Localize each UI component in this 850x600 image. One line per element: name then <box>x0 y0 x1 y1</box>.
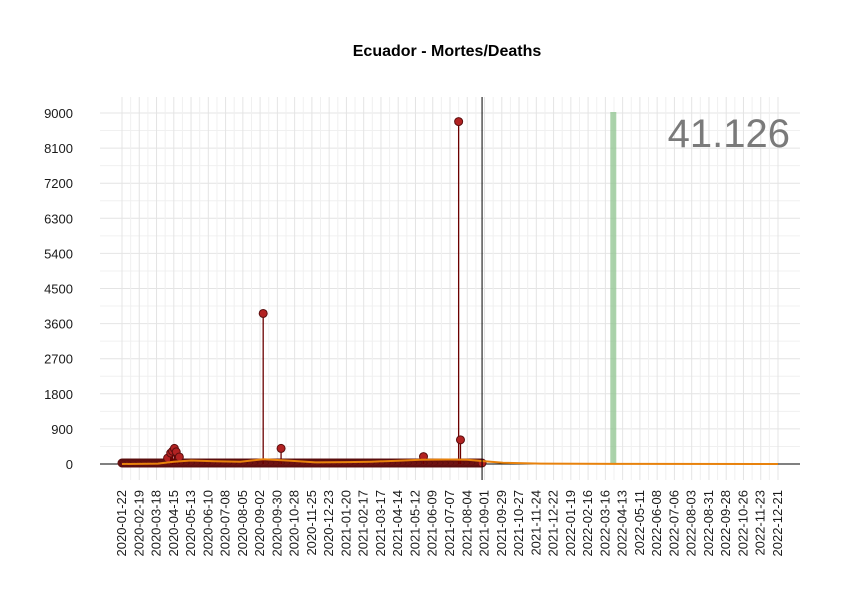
x-tick-label: 2022-03-16 <box>597 490 612 557</box>
y-tick-label: 6300 <box>44 211 73 226</box>
x-tick-label: 2022-04-13 <box>615 490 630 557</box>
x-tick-label: 2021-06-09 <box>425 490 440 557</box>
x-tick-label: 2021-09-01 <box>477 490 492 557</box>
x-tick-label: 2021-09-29 <box>494 490 509 557</box>
x-tick-label: 2022-01-19 <box>563 490 578 557</box>
daily-point <box>174 452 184 462</box>
x-tick-label: 2020-09-30 <box>269 490 284 557</box>
x-tick-label: 2020-10-28 <box>287 490 302 557</box>
y-tick-label: 900 <box>51 422 73 437</box>
x-tick-label: 2020-12-23 <box>321 490 336 557</box>
x-tick-label: 2020-07-08 <box>218 490 233 557</box>
x-tick-label: 2021-10-27 <box>511 490 526 557</box>
x-tick-label: 2022-08-31 <box>701 490 716 557</box>
x-tick-label: 2022-07-06 <box>666 490 681 557</box>
x-tick-label: 2022-09-28 <box>718 490 733 557</box>
x-tick-label: 2021-11-24 <box>528 490 543 556</box>
x-tick-label: 2021-02-17 <box>356 490 371 557</box>
x-tick-label: 2022-02-16 <box>580 490 595 557</box>
daily-point <box>258 308 268 318</box>
x-tick-label: 2022-11-23 <box>753 490 768 556</box>
x-tick-label: 2021-03-17 <box>373 490 388 557</box>
y-tick-label: 2700 <box>44 352 73 367</box>
x-tick-label: 2022-10-26 <box>735 490 750 557</box>
highlight-band <box>610 112 617 464</box>
x-tick-label: 2022-12-21 <box>770 490 785 557</box>
x-tick-label: 2022-06-08 <box>649 490 664 557</box>
x-tick-label: 2020-11-25 <box>304 490 319 556</box>
x-tick-label: 2021-07-07 <box>442 490 457 557</box>
daily-point <box>276 443 286 453</box>
x-tick-label: 2020-04-15 <box>166 490 181 557</box>
y-tick-label: 3600 <box>44 317 73 332</box>
x-tick-label: 2020-02-19 <box>131 490 146 557</box>
daily-point <box>455 435 465 445</box>
x-tick-label: 2022-05-11 <box>632 490 647 556</box>
x-tick-label: 2021-01-20 <box>338 490 353 557</box>
x-tick-label: 2020-05-13 <box>183 490 198 557</box>
trend-line <box>121 458 779 465</box>
y-tick-label: 8100 <box>44 141 73 156</box>
total-deaths-label: 41.126 <box>668 112 790 156</box>
x-tick-label: 2021-08-04 <box>459 490 474 556</box>
y-tick-label: 1800 <box>44 387 73 402</box>
x-tick-label: 2020-03-18 <box>149 490 164 557</box>
y-tick-label: 9000 <box>44 106 73 121</box>
x-tick-label: 2021-12-22 <box>546 490 561 557</box>
y-tick-label: 0 <box>66 457 73 472</box>
y-tick-label: 7200 <box>44 176 73 191</box>
x-tick-label: 2020-09-02 <box>252 490 267 557</box>
x-tick-label: 2020-06-10 <box>200 490 215 557</box>
daily-point <box>454 117 464 127</box>
x-tick-label: 2021-05-12 <box>407 490 422 557</box>
x-tick-label: 2022-08-03 <box>684 490 699 557</box>
y-tick-label: 4500 <box>44 282 73 297</box>
y-tick-label: 5400 <box>44 246 73 261</box>
x-tick-label: 2021-04-14 <box>390 490 405 557</box>
x-tick-label: 2020-08-05 <box>235 490 250 557</box>
x-tick-label: 2020-01-22 <box>114 490 129 557</box>
chart-title: Ecuador - Mortes/Deaths <box>353 43 542 60</box>
